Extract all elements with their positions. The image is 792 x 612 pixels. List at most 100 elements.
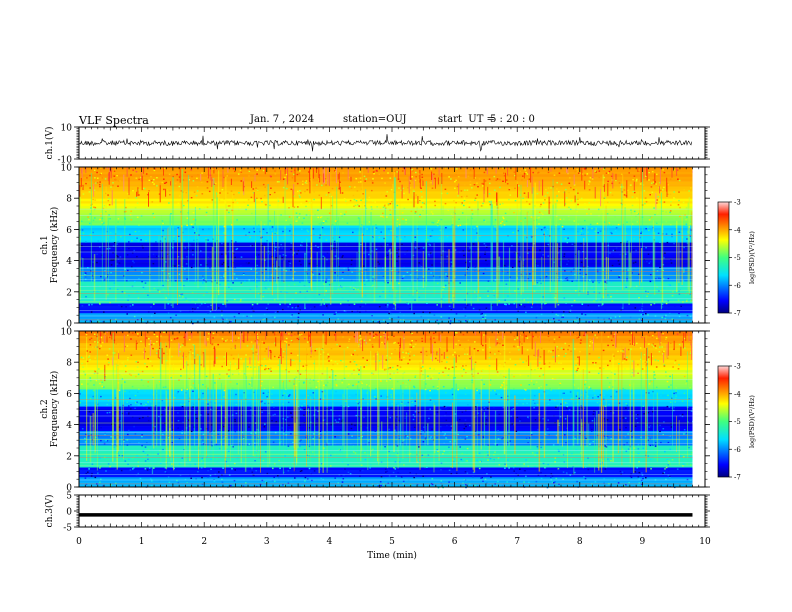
spectrogram-cell [317,216,319,219]
spectrogram-cell [361,305,364,308]
spectrogram-cell [451,393,454,396]
spectrogram-cell [248,262,250,264]
spectrogram-cell [539,362,541,364]
spectrogram-cell [421,244,424,247]
sferic-burst [534,259,536,281]
spectrogram-cell [583,167,586,170]
spectrogram-cell [689,300,692,302]
spectrogram-cell [580,261,583,263]
spectrogram-cell [137,361,139,363]
spectrogram-cell [565,302,567,304]
spectrogram-cell [110,403,113,406]
spectrogram-cell [143,187,146,190]
spectrogram-cell [516,403,518,405]
spectrogram-cell [380,231,382,233]
spectrogram-cell [637,476,640,478]
spectrogram-cell [232,282,234,284]
sferic-burst [601,230,604,306]
spectrogram-cell [498,393,500,395]
spectrogram-cell [550,476,552,479]
spectrogram-cell [662,334,664,336]
spectrogram-cell [140,239,142,241]
spectrogram-cell [445,461,447,463]
spectrogram-cell [150,180,153,182]
spectrogram-cell [586,213,588,215]
spectrogram-cell [256,272,258,274]
spectrogram-cell [390,368,393,371]
spectrogram-cell [309,308,312,310]
spectrogram-cell [678,290,680,292]
spectrogram-cell [556,405,559,407]
spectrogram-cell [474,406,477,408]
spectrogram-cell [196,186,199,188]
spectrogram-cell [294,305,296,308]
spectrogram-cell [638,273,640,275]
spectrogram-cell [647,291,649,293]
spectrogram-cell [355,414,358,417]
spectrogram-cell [300,263,302,266]
spectrogram-cell [440,316,443,318]
spectrogram-cell [389,379,391,381]
spectrogram-cell [196,417,198,420]
spectrogram-cell [281,232,284,234]
spectrogram-cell [491,426,493,429]
spectrogram-cell [614,230,617,232]
spectrogram-cell [479,235,481,237]
spectrogram-cell [444,188,447,190]
spectrogram-cell [389,357,392,359]
spectrogram-cell [290,349,293,352]
spectrogram-cell [495,179,498,181]
spectrogram-cell [411,401,414,404]
spectrogram-cell [88,219,90,221]
spectrogram-cell [518,260,521,263]
sferic-burst [556,197,558,302]
spectrogram-cell [209,401,212,403]
spectrogram-cell [242,297,245,300]
spectrogram-cell [660,395,662,397]
spectrogram-cell [335,311,337,313]
spectrogram-cell [282,186,285,189]
spectrogram-cell [339,181,341,183]
spectrogram-cell [104,333,106,335]
spectrogram-cell [339,429,342,431]
spectrogram-cell [648,262,651,264]
spectrogram-cell [349,199,352,202]
spectrogram-cell [360,225,362,227]
spectrogram-cell [140,176,142,179]
spectrogram-cell [483,294,486,296]
spectrogram-cell [210,424,213,426]
spectrogram-cell [435,302,438,304]
spectrogram-cell [525,335,527,337]
spectrogram-cell [488,178,491,180]
spectrogram-cell [589,177,592,179]
spectrogram-row [79,379,693,383]
spectrogram-cell [290,248,292,250]
spectrogram-cell [369,339,371,341]
spectrogram-cell [595,171,597,173]
spectrogram-cell [577,230,579,233]
spectrogram-cell [469,247,471,249]
spectrogram-cell [108,348,111,350]
spectrogram-cell [108,214,110,216]
spectrogram-cell [497,332,499,335]
spectrogram-cell [379,207,382,210]
spectrogram-cell [207,333,210,335]
sferic-burst [376,251,378,289]
spectrogram-cell [297,190,299,193]
spectrogram-cell [603,221,606,223]
spectrogram-cell [313,191,315,193]
spectrogram-cell [359,306,361,308]
spectrogram-cell [411,397,413,399]
spectrogram-cell [368,196,371,199]
spectrogram-cell [550,300,553,302]
spectrogram-cell [577,223,580,225]
spectrogram-cell [537,264,539,267]
spectrogram-cell [256,337,259,340]
spectrogram-cell [432,213,434,215]
spectrogram-cell [263,291,265,293]
spectrogram-cell [663,287,665,289]
spectrogram-cell [108,197,110,200]
spectrogram-cell [108,243,110,245]
sferic-burst [532,216,534,285]
spectrogram-cell [192,212,195,214]
